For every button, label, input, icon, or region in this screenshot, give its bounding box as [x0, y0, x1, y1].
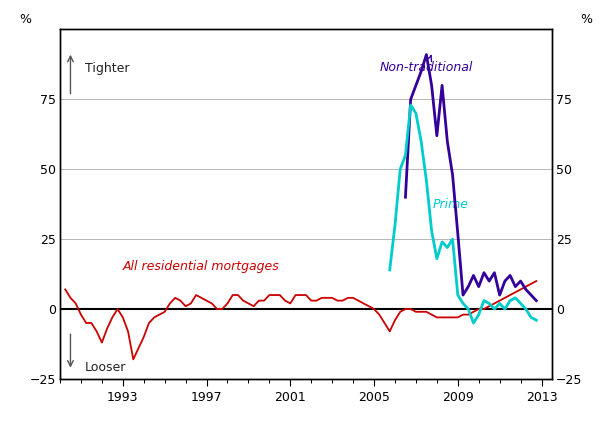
Text: %: % — [580, 13, 592, 26]
Text: %: % — [20, 13, 32, 26]
Text: All residential mortgages: All residential mortgages — [123, 260, 280, 273]
Text: Prime: Prime — [433, 198, 469, 211]
Text: Looser: Looser — [85, 361, 127, 374]
Text: Non-traditional: Non-traditional — [380, 56, 473, 74]
Text: Tighter: Tighter — [85, 62, 130, 75]
